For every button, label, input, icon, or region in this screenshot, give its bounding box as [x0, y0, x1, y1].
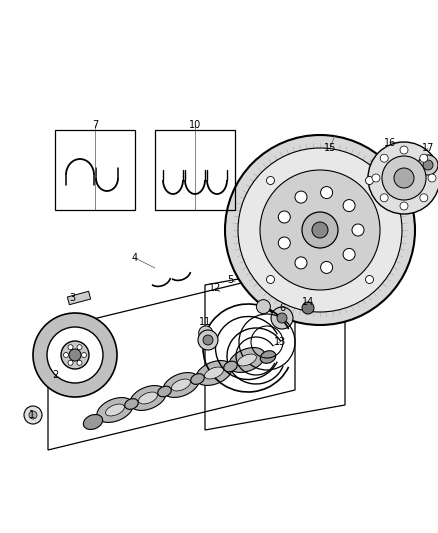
- Text: 1: 1: [29, 410, 35, 420]
- Ellipse shape: [196, 360, 232, 385]
- Circle shape: [420, 154, 428, 162]
- Ellipse shape: [260, 351, 276, 364]
- Circle shape: [24, 406, 42, 424]
- Circle shape: [302, 302, 314, 314]
- Circle shape: [68, 345, 73, 350]
- Ellipse shape: [237, 354, 257, 366]
- Circle shape: [33, 313, 117, 397]
- Circle shape: [418, 155, 438, 175]
- Circle shape: [225, 135, 415, 325]
- Ellipse shape: [106, 404, 124, 416]
- Text: 2: 2: [52, 370, 58, 380]
- Ellipse shape: [229, 348, 265, 373]
- Text: 10: 10: [189, 120, 201, 130]
- Circle shape: [61, 341, 89, 369]
- Circle shape: [68, 360, 73, 365]
- Circle shape: [394, 168, 414, 188]
- Circle shape: [277, 313, 287, 323]
- Text: 5: 5: [227, 275, 233, 285]
- Text: 14: 14: [302, 297, 314, 307]
- Circle shape: [64, 352, 68, 358]
- Text: 15: 15: [324, 143, 336, 153]
- Circle shape: [302, 212, 338, 248]
- Circle shape: [380, 154, 388, 162]
- Text: 4: 4: [132, 253, 138, 263]
- Circle shape: [256, 300, 270, 313]
- Circle shape: [266, 276, 275, 284]
- Circle shape: [312, 222, 328, 238]
- Ellipse shape: [172, 379, 191, 391]
- Ellipse shape: [191, 374, 204, 384]
- Circle shape: [47, 327, 103, 383]
- Circle shape: [69, 349, 81, 361]
- Circle shape: [382, 156, 426, 200]
- Text: 3: 3: [69, 293, 75, 303]
- Text: 13: 13: [274, 337, 286, 347]
- Circle shape: [368, 142, 438, 214]
- Circle shape: [278, 211, 290, 223]
- Bar: [155, 130, 235, 210]
- Circle shape: [81, 352, 86, 358]
- Text: 6: 6: [279, 303, 285, 313]
- Text: 12: 12: [209, 283, 221, 293]
- Circle shape: [199, 326, 213, 340]
- Circle shape: [271, 307, 293, 329]
- Circle shape: [29, 411, 37, 419]
- Ellipse shape: [130, 385, 166, 410]
- Circle shape: [295, 257, 307, 269]
- Circle shape: [321, 261, 332, 273]
- Circle shape: [238, 148, 402, 312]
- Circle shape: [295, 191, 307, 203]
- Circle shape: [400, 202, 408, 210]
- Ellipse shape: [224, 361, 237, 372]
- Ellipse shape: [138, 392, 157, 404]
- Circle shape: [365, 176, 374, 184]
- Circle shape: [266, 176, 275, 184]
- Circle shape: [343, 199, 355, 212]
- Circle shape: [198, 330, 218, 350]
- Ellipse shape: [125, 399, 138, 409]
- Circle shape: [400, 146, 408, 154]
- Ellipse shape: [97, 398, 133, 423]
- Text: 17: 17: [422, 143, 434, 153]
- Circle shape: [428, 174, 436, 182]
- Text: 11: 11: [199, 317, 211, 327]
- Bar: [67, 292, 91, 305]
- Circle shape: [365, 276, 374, 284]
- Text: 16: 16: [384, 138, 396, 148]
- Text: 7: 7: [92, 120, 98, 130]
- Circle shape: [260, 170, 380, 290]
- Circle shape: [380, 194, 388, 202]
- Circle shape: [321, 187, 332, 199]
- Circle shape: [77, 360, 82, 365]
- Circle shape: [343, 248, 355, 261]
- Ellipse shape: [83, 415, 102, 430]
- Circle shape: [420, 194, 428, 202]
- Circle shape: [423, 160, 433, 170]
- Circle shape: [77, 345, 82, 350]
- Circle shape: [372, 174, 380, 182]
- Ellipse shape: [205, 367, 223, 379]
- Circle shape: [278, 237, 290, 249]
- Ellipse shape: [163, 373, 199, 398]
- Circle shape: [203, 335, 213, 345]
- Bar: [55, 130, 135, 210]
- Circle shape: [352, 224, 364, 236]
- Ellipse shape: [158, 386, 171, 397]
